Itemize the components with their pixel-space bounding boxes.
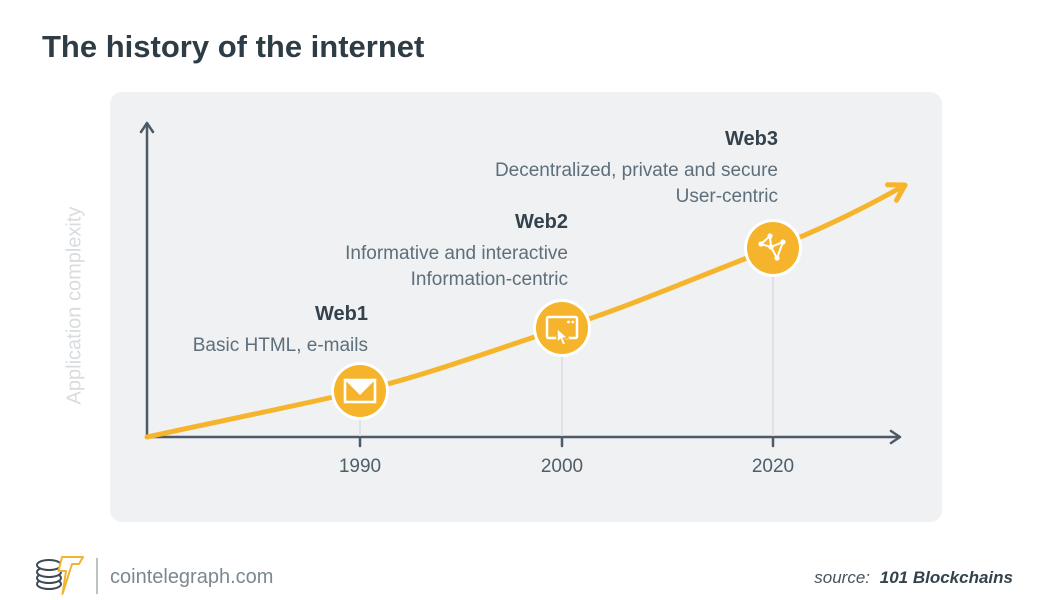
source-name: 101 Blockchains bbox=[879, 568, 1013, 587]
y-axis-arrowhead-icon bbox=[139, 121, 155, 134]
web1-marker bbox=[331, 362, 389, 420]
x-tick-label-1990: 1990 bbox=[338, 456, 382, 477]
x-axis-arrowhead-icon bbox=[889, 429, 902, 445]
curve-arrowhead-icon bbox=[885, 182, 908, 203]
page-title: The history of the internet bbox=[42, 28, 425, 64]
brand-divider bbox=[96, 558, 98, 594]
chart-panel bbox=[110, 92, 942, 522]
x-tick-label-2020: 2020 bbox=[751, 456, 795, 477]
milestone-description: Information-centric bbox=[410, 269, 568, 290]
marker-circle bbox=[536, 302, 588, 354]
source-prefix: source: bbox=[814, 568, 871, 587]
cointelegraph-logo-icon bbox=[36, 556, 84, 595]
milestone-description: Decentralized, private and secure bbox=[494, 160, 778, 181]
browser-cursor-icon bbox=[545, 315, 579, 347]
site-link[interactable]: cointelegraph.com bbox=[110, 566, 274, 588]
milestone-description: Informative and interactive bbox=[345, 243, 568, 264]
milestone-web3: Web3 Decentralized, private and secure U… bbox=[495, 128, 778, 210]
milestone-title: Web2 bbox=[515, 211, 568, 233]
x-tick-label-2000: 2000 bbox=[540, 456, 584, 477]
milestone-title: Web1 bbox=[315, 303, 368, 325]
milestone-description: User-centric bbox=[675, 186, 778, 207]
web2-marker bbox=[533, 299, 591, 357]
network-nodes-icon bbox=[758, 233, 786, 261]
web3-marker bbox=[744, 219, 802, 277]
milestone-title: Web3 bbox=[725, 128, 778, 150]
source-text: source: 101 Blockchains bbox=[814, 568, 1013, 588]
milestone-web1: Web1 Basic HTML, e-mails bbox=[193, 303, 368, 359]
milestone-description: Basic HTML, e-mails bbox=[192, 335, 368, 356]
milestone-web2: Web2 Informative and interactive Informa… bbox=[345, 211, 568, 293]
envelope-icon bbox=[343, 378, 377, 404]
